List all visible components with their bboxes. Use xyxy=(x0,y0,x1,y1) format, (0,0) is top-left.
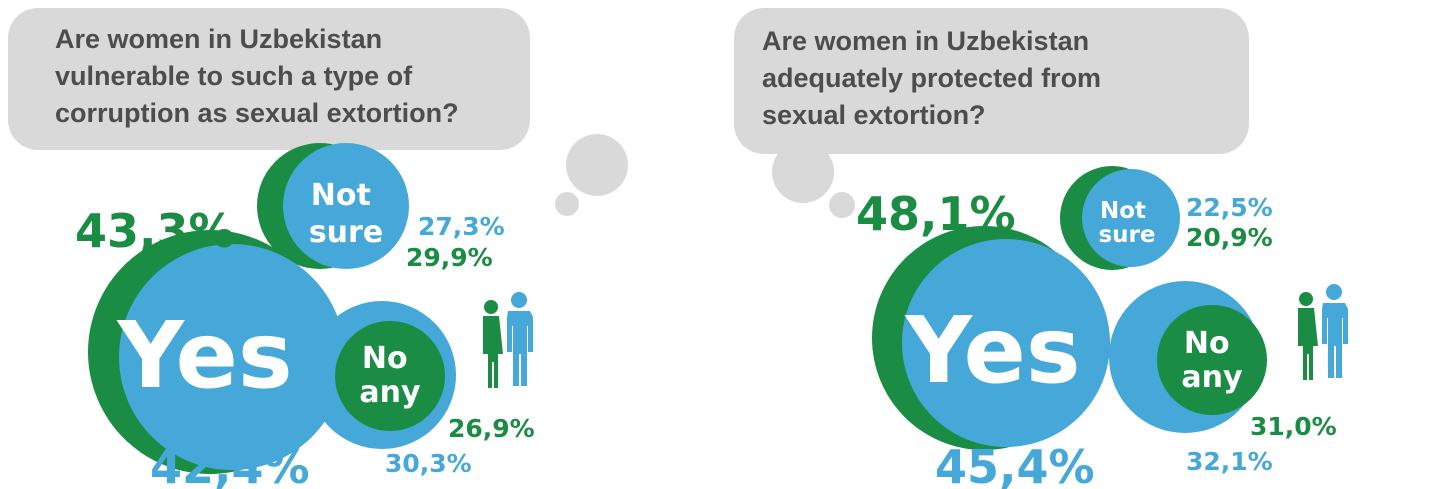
no-any-male-pct: 30,3% xyxy=(385,449,472,478)
yes-female-pct: 48,1% xyxy=(856,187,1016,241)
yes-circle: Yes xyxy=(88,230,345,474)
not-sure-male-pct: 27,3% xyxy=(418,212,505,241)
question-bubble xyxy=(8,8,530,150)
not-sure-female-pct: 20,9% xyxy=(1186,223,1273,252)
question-text: Are women in Uzbekistan vulnerable to su… xyxy=(55,24,459,128)
thought-dot-small xyxy=(555,192,579,216)
no-any-female-pct: 31,0% xyxy=(1250,412,1337,441)
female-figure-icon xyxy=(483,300,503,388)
svg-text:No any: No any xyxy=(1181,326,1243,395)
no-any-circle: No any xyxy=(308,301,456,449)
male-figure-icon xyxy=(1322,284,1348,378)
question-text: Are women in Uzbekistan adequately prote… xyxy=(762,26,1109,130)
no-any-male-pct: 32,1% xyxy=(1186,447,1273,476)
yes-circle: Yes xyxy=(872,226,1110,450)
thought-dot-small xyxy=(829,192,855,218)
no-any-female-pct: 26,9% xyxy=(448,414,535,443)
no-any-circle: No any xyxy=(1109,281,1267,433)
svg-text:Not sure: Not sure xyxy=(309,178,383,250)
not-sure-label-1: Not xyxy=(1100,198,1146,224)
no-any-label-1: No xyxy=(362,341,408,376)
thought-dot-large xyxy=(772,141,834,203)
yes-label: Yes xyxy=(904,297,1080,404)
not-sure-circle: Not sure xyxy=(1060,166,1180,270)
yes-male-pct: 45,4% xyxy=(935,440,1095,489)
question-bubble xyxy=(734,8,1249,154)
panel-vulnerable: Are women in Uzbekistan vulnerable to su… xyxy=(8,8,628,489)
yes-male-pct: 42,4% xyxy=(150,440,310,489)
yes-label: Yes xyxy=(116,302,292,409)
svg-text:Not sure: Not sure xyxy=(1098,198,1155,248)
not-sure-label-1: Not xyxy=(311,178,371,213)
no-any-label-2: any xyxy=(359,375,421,410)
not-sure-label-2: sure xyxy=(1098,222,1155,248)
yes-female-pct: 43,3% xyxy=(75,204,235,258)
no-any-label-2: any xyxy=(1181,360,1243,395)
thought-dot-large xyxy=(566,134,628,196)
not-sure-male-pct: 22,5% xyxy=(1186,193,1273,222)
svg-text:No any: No any xyxy=(359,341,421,410)
panel-protected: Are women in Uzbekistan adequately prote… xyxy=(734,8,1348,489)
no-any-label-1: No xyxy=(1184,326,1230,361)
not-sure-label-2: sure xyxy=(309,215,383,250)
not-sure-circle: Not sure xyxy=(257,143,409,269)
not-sure-female-pct: 29,9% xyxy=(406,243,493,272)
male-figure-icon xyxy=(507,292,533,386)
female-figure-icon xyxy=(1298,292,1318,380)
